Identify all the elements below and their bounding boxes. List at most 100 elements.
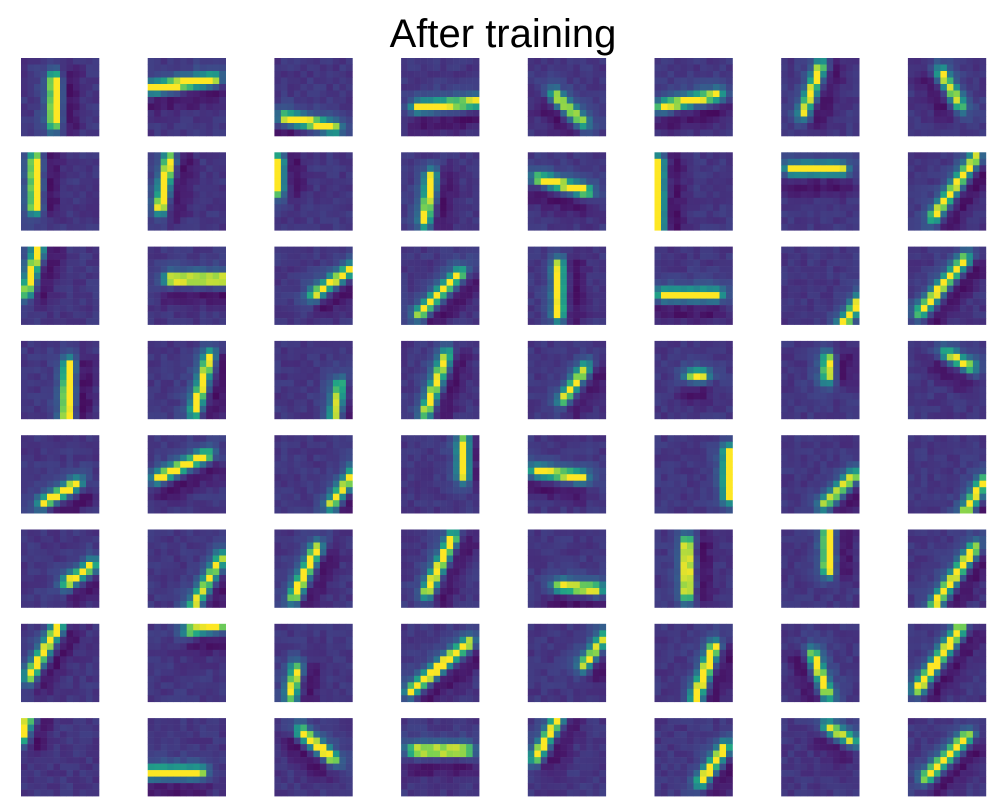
- filter-pixel: [726, 311, 733, 319]
- filter-pixel: [293, 412, 301, 420]
- filter-pixel: [599, 386, 607, 394]
- filter-pixel: [319, 311, 327, 319]
- filter-pixel: [946, 77, 954, 85]
- filter-pixel: [186, 399, 194, 407]
- filter-pixel: [274, 197, 282, 205]
- filter-pixel: [293, 340, 301, 348]
- filter-pixel: [927, 171, 935, 179]
- filter-pixel: [180, 246, 187, 254]
- filter-pixel: [332, 311, 340, 319]
- filter-pixel: [332, 340, 340, 348]
- filter-pixel: [92, 184, 100, 192]
- filter-pixel: [826, 171, 834, 179]
- filter-pixel: [719, 386, 727, 394]
- filter-pixel: [319, 441, 327, 449]
- filter-pixel: [459, 373, 467, 381]
- filter-pixel: [946, 279, 954, 286]
- filter-pixel: [654, 305, 662, 312]
- filter-pixel: [540, 246, 548, 254]
- filter-pixel: [401, 373, 408, 381]
- filter-pixel: [459, 184, 467, 192]
- filter-pixel: [86, 97, 93, 104]
- filter-pixel: [339, 217, 347, 225]
- filter-pixel: [953, 292, 961, 299]
- filter-pixel: [453, 64, 460, 72]
- filter-pixel: [92, 165, 100, 173]
- filter-pixel: [339, 379, 347, 387]
- filter-pixel: [319, 184, 327, 192]
- filter-pixel: [592, 152, 600, 160]
- filter-pixel: [972, 379, 980, 387]
- filter-pixel: [472, 399, 480, 407]
- filter-pixel: [839, 129, 847, 137]
- filter-pixel: [781, 373, 788, 381]
- filter-pixel: [199, 77, 207, 85]
- filter-pixel: [86, 129, 93, 137]
- filter-pixel: [540, 405, 548, 413]
- filter-pixel: [972, 165, 980, 173]
- filter-pixel: [414, 152, 421, 160]
- filter-pixel: [599, 340, 607, 348]
- filter-pixel: [212, 129, 220, 137]
- filter-pixel: [147, 373, 155, 381]
- filter-pixel: [579, 405, 587, 413]
- filter-pixel: [206, 110, 213, 117]
- filter-pixel: [579, 197, 587, 205]
- filter-pixel: [193, 272, 200, 280]
- filter-tile-r1-c7: [781, 58, 860, 137]
- filter-pixel: [274, 129, 282, 137]
- filter-pixel: [206, 58, 213, 65]
- filter-pixel: [839, 90, 847, 98]
- filter-pixel: [726, 64, 733, 72]
- filter-pixel: [674, 64, 681, 72]
- filter-pixel: [319, 223, 327, 231]
- filter-pixel: [206, 412, 213, 420]
- filter-pixel: [527, 353, 535, 361]
- filter-pixel: [726, 285, 733, 293]
- filter-pixel: [427, 103, 434, 111]
- filter-pixel: [466, 253, 473, 260]
- filter-pixel: [193, 178, 200, 186]
- filter-pixel: [440, 353, 447, 361]
- filter-pixel: [160, 298, 168, 306]
- filter-pixel: [979, 217, 987, 225]
- filter-pixel: [60, 366, 67, 374]
- filter-pixel: [914, 366, 922, 374]
- filter-pixel: [566, 152, 574, 160]
- filter-tile-r4-c1: [21, 340, 100, 420]
- filter-pixel: [560, 103, 568, 111]
- filter-pixel: [547, 266, 555, 273]
- filter-pixel: [946, 285, 954, 293]
- filter-pixel: [927, 373, 935, 381]
- filter-pixel: [573, 253, 581, 260]
- filter-pixel: [540, 77, 548, 85]
- filter-pixel: [27, 171, 35, 179]
- filter-pixel: [92, 474, 100, 481]
- filter-pixel: [319, 454, 327, 462]
- filter-pixel: [466, 191, 473, 199]
- filter-pixel: [472, 77, 480, 85]
- filter-pixel: [186, 129, 194, 137]
- filter-pixel: [73, 353, 80, 361]
- filter-pixel: [53, 448, 61, 455]
- filter-pixel: [154, 165, 161, 173]
- filter-pixel: [92, 97, 100, 104]
- filter-pixel: [280, 353, 288, 361]
- filter-pixel: [713, 259, 720, 267]
- filter-tile-r2-c3: [274, 152, 353, 231]
- filter-pixel: [180, 165, 187, 173]
- filter-pixel: [40, 204, 48, 212]
- filter-pixel: [287, 110, 295, 117]
- filter-pixel: [933, 103, 941, 111]
- filter-pixel: [599, 84, 607, 91]
- filter-pixel: [927, 392, 935, 400]
- filter-pixel: [326, 123, 334, 130]
- filter-pixel: [667, 373, 675, 381]
- filter-pixel: [966, 405, 974, 413]
- filter-pixel: [592, 77, 600, 85]
- filter-pixel: [180, 412, 187, 420]
- filter-pixel: [60, 191, 67, 199]
- filter-pixel: [27, 318, 35, 325]
- filter-pixel: [667, 58, 675, 65]
- filter-pixel: [534, 123, 542, 130]
